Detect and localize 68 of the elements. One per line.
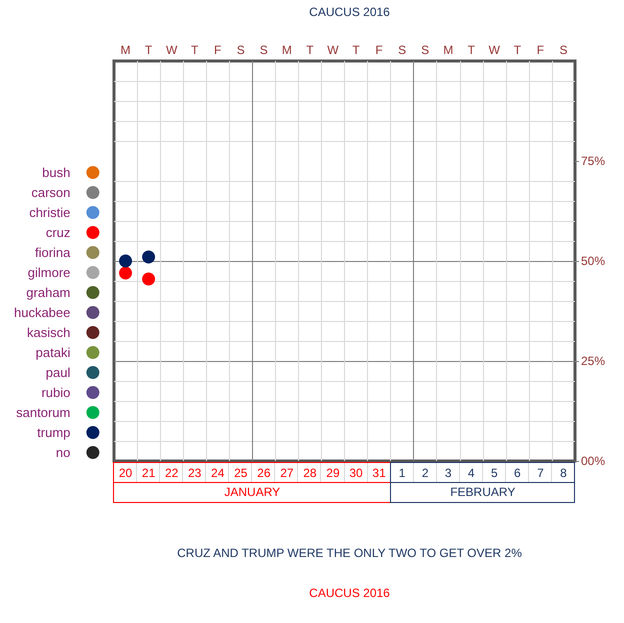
text: F	[536, 43, 544, 57]
point	[142, 250, 156, 264]
legend-label: pataki	[36, 345, 70, 360]
legend-label: fiorina	[34, 245, 72, 260]
text: M	[282, 43, 292, 57]
x-tick-label: 5	[490, 466, 498, 480]
legend-label: bush	[42, 165, 70, 180]
x-tick-label: 27	[280, 466, 294, 480]
text: W	[327, 43, 339, 57]
x-tick-label: 21	[142, 466, 156, 480]
text: JANUARY	[223, 484, 282, 501]
text: CAUCUS 2016	[309, 586, 390, 600]
x-tick-label: 26	[257, 466, 271, 480]
x-tick-label: 2	[422, 466, 429, 480]
x-tick-label: 23	[188, 466, 202, 480]
x-tick-label: 6	[514, 466, 522, 480]
legend-label: christie	[29, 205, 70, 220]
legend-label: gilmore	[28, 265, 70, 280]
x-tick-label: 8	[560, 466, 568, 480]
x-tick-label: 25	[234, 466, 248, 480]
y-tick-label: 00%	[581, 454, 606, 468]
legend-label: graham	[26, 285, 70, 300]
text: CRUZ AND TRUMP WERE THE ONLY TWO TO GET OVER 2%	[177, 546, 522, 560]
text: T	[306, 43, 314, 57]
x-tick-label: 24	[211, 466, 225, 480]
chart-title: CAUCUS 2016	[309, 5, 390, 19]
text: T	[514, 43, 522, 57]
text: S	[398, 43, 406, 57]
y-tick-label: 75%	[581, 154, 606, 168]
x-tick-label: 30	[349, 466, 364, 480]
text: S	[260, 43, 268, 57]
text: M	[443, 43, 454, 57]
legend-label: kasisch	[27, 325, 70, 340]
point	[119, 266, 132, 280]
text: S	[559, 43, 568, 57]
legend-label: paul	[46, 365, 70, 380]
text: W	[488, 43, 500, 57]
legend-label: trump	[37, 425, 70, 440]
legend-label: santorum	[16, 405, 70, 420]
text: F	[375, 43, 383, 57]
point	[142, 272, 156, 286]
x-tick-label: 28	[303, 466, 317, 480]
text: T	[144, 43, 152, 57]
x-tick-label: 20	[118, 466, 133, 480]
text: T	[191, 43, 198, 57]
x-tick-label: 29	[326, 466, 340, 480]
text: T	[468, 43, 475, 57]
x-tick-label: 1	[398, 466, 406, 480]
point	[119, 254, 132, 268]
text: F	[214, 43, 222, 57]
x-tick-label: 4	[468, 466, 475, 480]
text: W	[166, 43, 178, 57]
text: S	[236, 43, 245, 57]
legend-label: rubio	[41, 385, 70, 400]
y-tick-label: 25%	[581, 354, 606, 368]
legend-label: carson	[31, 185, 70, 200]
y-tick-label: 50%	[581, 254, 606, 268]
text: S	[421, 43, 430, 57]
legend-label: no	[56, 445, 70, 460]
text: FEBRUARY	[449, 484, 516, 501]
x-tick-label: 7	[537, 466, 544, 480]
legend-label: cruz	[46, 225, 70, 240]
x-tick-label: 3	[444, 466, 452, 480]
legend-label: huckabee	[14, 305, 70, 320]
x-tick-label: 22	[164, 466, 179, 480]
text: M	[120, 43, 131, 57]
x-tick-label: 31	[372, 466, 386, 480]
text: T	[352, 43, 360, 57]
